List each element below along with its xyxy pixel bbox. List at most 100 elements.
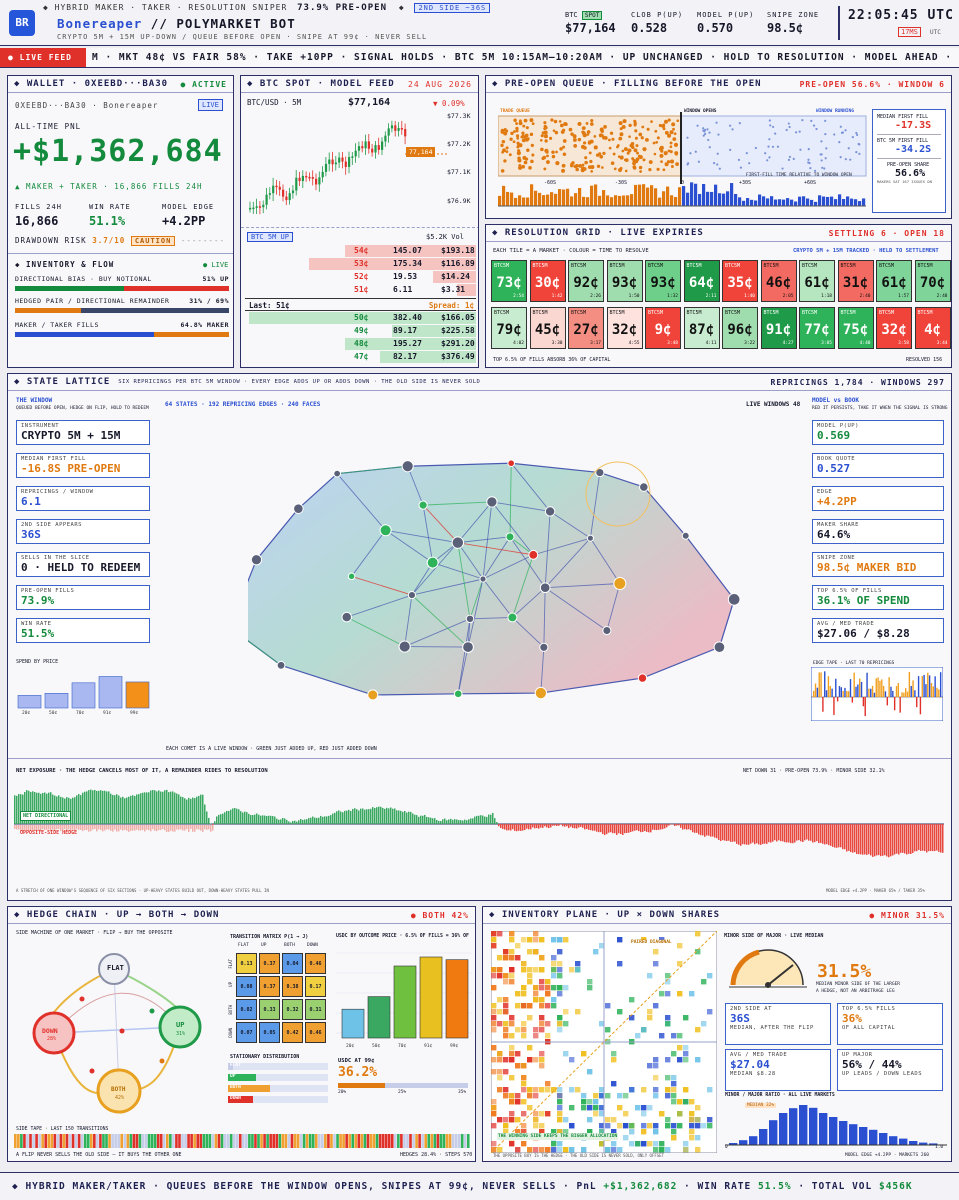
state-up[interactable]: UP bbox=[176, 1021, 185, 1029]
expiry-tile[interactable]: BTC5M 93¢ 1:50 bbox=[606, 260, 643, 302]
heatmap-cell bbox=[509, 1021, 515, 1027]
queue-dot bbox=[582, 141, 587, 145]
expiry-tile[interactable]: BTC5M 32¢ 4:55 bbox=[606, 307, 643, 349]
exposure-bar bbox=[650, 824, 652, 833]
heatmap-cell bbox=[515, 1063, 521, 1069]
queue-dot bbox=[562, 152, 567, 156]
expiry-tile[interactable]: BTC5M 87¢ 4:11 bbox=[683, 307, 720, 349]
lattice-edge bbox=[457, 536, 511, 544]
lattice-stat-box: INSTRUMENT CRYPTO 5M + 15M bbox=[16, 420, 150, 445]
order-row[interactable]: 50¢ 382.40 $166.05 bbox=[241, 312, 478, 324]
state-both[interactable]: BOTH bbox=[111, 1086, 126, 1093]
expiry-tile[interactable]: BTC5M 91¢ 4:27 bbox=[760, 307, 797, 349]
side-tape-cell bbox=[290, 1134, 294, 1148]
side-tape-cell bbox=[190, 1134, 193, 1148]
expiry-tile[interactable]: BTC5M 93¢ 1:32 bbox=[645, 260, 681, 302]
side-tape-cell bbox=[220, 1134, 224, 1148]
side-tape-cell bbox=[172, 1134, 175, 1148]
order-row[interactable]: 53¢ 175.34 $116.89 bbox=[241, 258, 478, 270]
exposure-hedge-bar bbox=[158, 825, 160, 831]
heatmap-cell bbox=[587, 985, 593, 991]
heatmap-cell bbox=[701, 1021, 707, 1027]
expiry-tile[interactable]: BTC5M 27¢ 3:17 bbox=[568, 307, 604, 349]
expiry-tile[interactable]: BTC5M 30¢ 1:42 bbox=[529, 260, 566, 302]
heatmap-cell bbox=[575, 961, 581, 967]
queue-dot bbox=[583, 146, 587, 150]
live-feed-badge[interactable]: ● LIVE FEED bbox=[0, 48, 86, 67]
heatmap-cell bbox=[497, 1069, 503, 1075]
order-row[interactable]: 51¢ 6.11 $3.31 bbox=[241, 284, 478, 296]
edge-tape-bar bbox=[895, 686, 898, 697]
state-down[interactable]: DOWN bbox=[42, 1027, 58, 1035]
net-directional-label: NET DIRECTIONAL bbox=[20, 811, 72, 821]
expiry-tile[interactable]: BTC5M 96¢ 3:22 bbox=[722, 307, 758, 349]
expiry-tile[interactable]: BTC5M 75¢ 4:40 bbox=[837, 307, 874, 349]
market-badge[interactable]: BTC 5M UP bbox=[247, 232, 293, 242]
exposure-bar bbox=[250, 815, 252, 824]
expiry-tile[interactable]: BTC5M 64¢ 2:11 bbox=[683, 260, 720, 302]
expiry-tile[interactable]: BTC5M 31¢ 2:40 bbox=[837, 260, 874, 302]
exposure-bar bbox=[364, 809, 366, 824]
heatmap-cell bbox=[533, 997, 539, 1003]
order-row[interactable]: 52¢ 19.53 $14.24 bbox=[241, 271, 478, 283]
expiry-tile[interactable]: BTC5M 35¢ 1:40 bbox=[722, 260, 758, 302]
order-row[interactable]: 47¢ 82.17 $376.49 bbox=[241, 351, 478, 363]
grid-footer: TOP 6.5% OF FILLS ABSORB 36% OF CAPITAL bbox=[493, 357, 611, 363]
lattice-stat-box: 2ND SIDE APPEARS 36S bbox=[16, 519, 150, 544]
expiry-tile[interactable]: BTC5M 79¢ 4:02 bbox=[491, 307, 527, 349]
expiry-tile[interactable]: BTC5M 9¢ 3:48 bbox=[645, 307, 681, 349]
queue-dot bbox=[562, 145, 566, 149]
expiry-tile[interactable]: BTC5M 92¢ 2:26 bbox=[568, 260, 604, 302]
expiry-tile[interactable]: BTC5M 61¢ 1:18 bbox=[799, 260, 835, 302]
exposure-bar bbox=[688, 824, 690, 830]
edge-tape-bar bbox=[842, 690, 844, 697]
order-row[interactable]: 48¢ 195.27 $291.20 bbox=[241, 338, 478, 350]
heatmap-cell bbox=[509, 1075, 515, 1081]
queue-dot bbox=[627, 148, 632, 153]
hist-title: MINOR / MAJOR RATIO · ALL LIVE MARKETS bbox=[725, 1093, 835, 1098]
exposure-bar bbox=[94, 789, 96, 824]
wallet-live-badge[interactable]: LIVE bbox=[198, 99, 223, 111]
queue-dot bbox=[648, 167, 652, 172]
queue-dot bbox=[738, 122, 741, 125]
heatmap-cell bbox=[503, 1087, 509, 1093]
queue-dot bbox=[624, 169, 628, 173]
heatmap-cell bbox=[695, 1147, 701, 1153]
order-row[interactable]: 54¢ 145.07 $193.18 bbox=[241, 245, 478, 257]
exposure-bar bbox=[310, 817, 312, 824]
queue-dot bbox=[522, 124, 526, 128]
side-tape-cell bbox=[330, 1134, 333, 1148]
heatmap-cell bbox=[509, 949, 515, 955]
expiry-tile[interactable]: BTC5M 61¢ 1:57 bbox=[876, 260, 912, 302]
state-flat[interactable]: FLAT bbox=[107, 964, 124, 972]
edge-tape-bar bbox=[847, 691, 850, 697]
expiry-tile[interactable]: BTC5M 32¢ 3:58 bbox=[876, 307, 912, 349]
candle bbox=[268, 193, 271, 195]
gauge-sub2: A HEDGE, NOT AN ARBITRAGE LEG bbox=[816, 989, 895, 994]
queue-dot bbox=[586, 130, 591, 134]
lattice-node bbox=[713, 641, 726, 653]
queue-status: PRE-OPEN 56.6% · WINDOW 6 bbox=[799, 79, 945, 89]
exposure-hedge-bar bbox=[124, 825, 126, 830]
order-row[interactable]: 49¢ 89.17 $225.58 bbox=[241, 325, 478, 337]
exposure-bar bbox=[200, 794, 202, 824]
expiry-tile[interactable]: BTC5M 46¢ 2:05 bbox=[760, 260, 797, 302]
expiry-tile[interactable]: BTC5M 73¢ 2:54 bbox=[491, 260, 527, 302]
expiry-tile[interactable]: BTC5M 4¢ 3:44 bbox=[914, 307, 951, 349]
expiry-tile[interactable]: BTC5M 77¢ 3:05 bbox=[799, 307, 835, 349]
expiry-tile[interactable]: BTC5M 70¢ 2:48 bbox=[914, 260, 951, 302]
heatmap-cell bbox=[629, 997, 635, 1003]
exposure-bar bbox=[678, 824, 680, 826]
matrix-cell: 0.38 bbox=[282, 976, 303, 997]
expiry-tile[interactable]: BTC5M 45¢ 3:30 bbox=[529, 307, 566, 349]
heatmap-cell bbox=[641, 1105, 647, 1111]
side-tape-cell bbox=[436, 1134, 440, 1148]
exposure-bar bbox=[914, 824, 916, 852]
exposure-bar bbox=[768, 824, 770, 843]
exposure-bar bbox=[226, 810, 228, 824]
edge-tape-bar bbox=[919, 697, 922, 715]
queue-dot bbox=[776, 145, 780, 148]
queue-hist-bar bbox=[638, 184, 642, 206]
matrix-col-label: BOTH bbox=[284, 943, 295, 948]
side-tape-cell bbox=[29, 1134, 32, 1148]
